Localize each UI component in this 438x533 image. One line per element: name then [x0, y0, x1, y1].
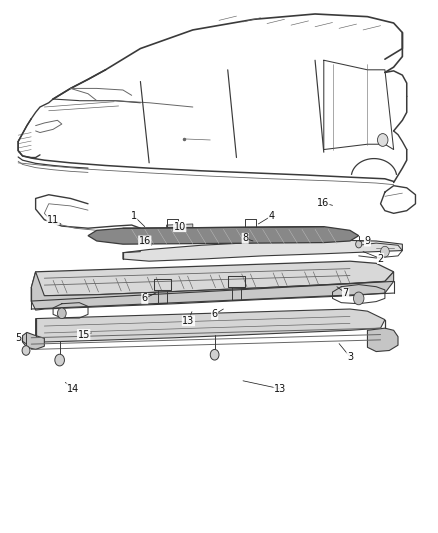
- Polygon shape: [31, 261, 394, 296]
- Circle shape: [356, 240, 362, 248]
- Text: 6: 6: [142, 293, 148, 303]
- Text: 16: 16: [317, 198, 329, 208]
- Circle shape: [353, 292, 364, 305]
- Circle shape: [57, 308, 66, 319]
- Text: 6: 6: [212, 309, 218, 319]
- Polygon shape: [250, 236, 272, 242]
- Text: 4: 4: [268, 211, 275, 221]
- Polygon shape: [31, 272, 394, 310]
- Text: 11: 11: [47, 215, 59, 225]
- Text: 15: 15: [78, 329, 90, 340]
- Circle shape: [55, 354, 64, 366]
- Text: 3: 3: [347, 352, 353, 362]
- Text: 5: 5: [15, 333, 21, 343]
- Circle shape: [22, 346, 30, 356]
- Text: 9: 9: [364, 236, 371, 246]
- Polygon shape: [123, 240, 403, 261]
- Polygon shape: [88, 227, 359, 244]
- Polygon shape: [367, 328, 398, 352]
- Text: 7: 7: [343, 288, 349, 298]
- Text: 13: 13: [274, 384, 286, 394]
- Circle shape: [210, 350, 219, 360]
- Text: 13: 13: [182, 316, 194, 326]
- Text: 14: 14: [67, 384, 79, 394]
- Text: 1: 1: [131, 211, 137, 221]
- Circle shape: [381, 246, 389, 257]
- Text: 2: 2: [378, 254, 384, 263]
- Text: 8: 8: [242, 233, 248, 244]
- Polygon shape: [35, 309, 385, 342]
- Circle shape: [378, 134, 388, 147]
- Polygon shape: [22, 333, 44, 350]
- Text: 10: 10: [173, 222, 186, 232]
- Text: 16: 16: [139, 236, 151, 246]
- Polygon shape: [166, 224, 193, 231]
